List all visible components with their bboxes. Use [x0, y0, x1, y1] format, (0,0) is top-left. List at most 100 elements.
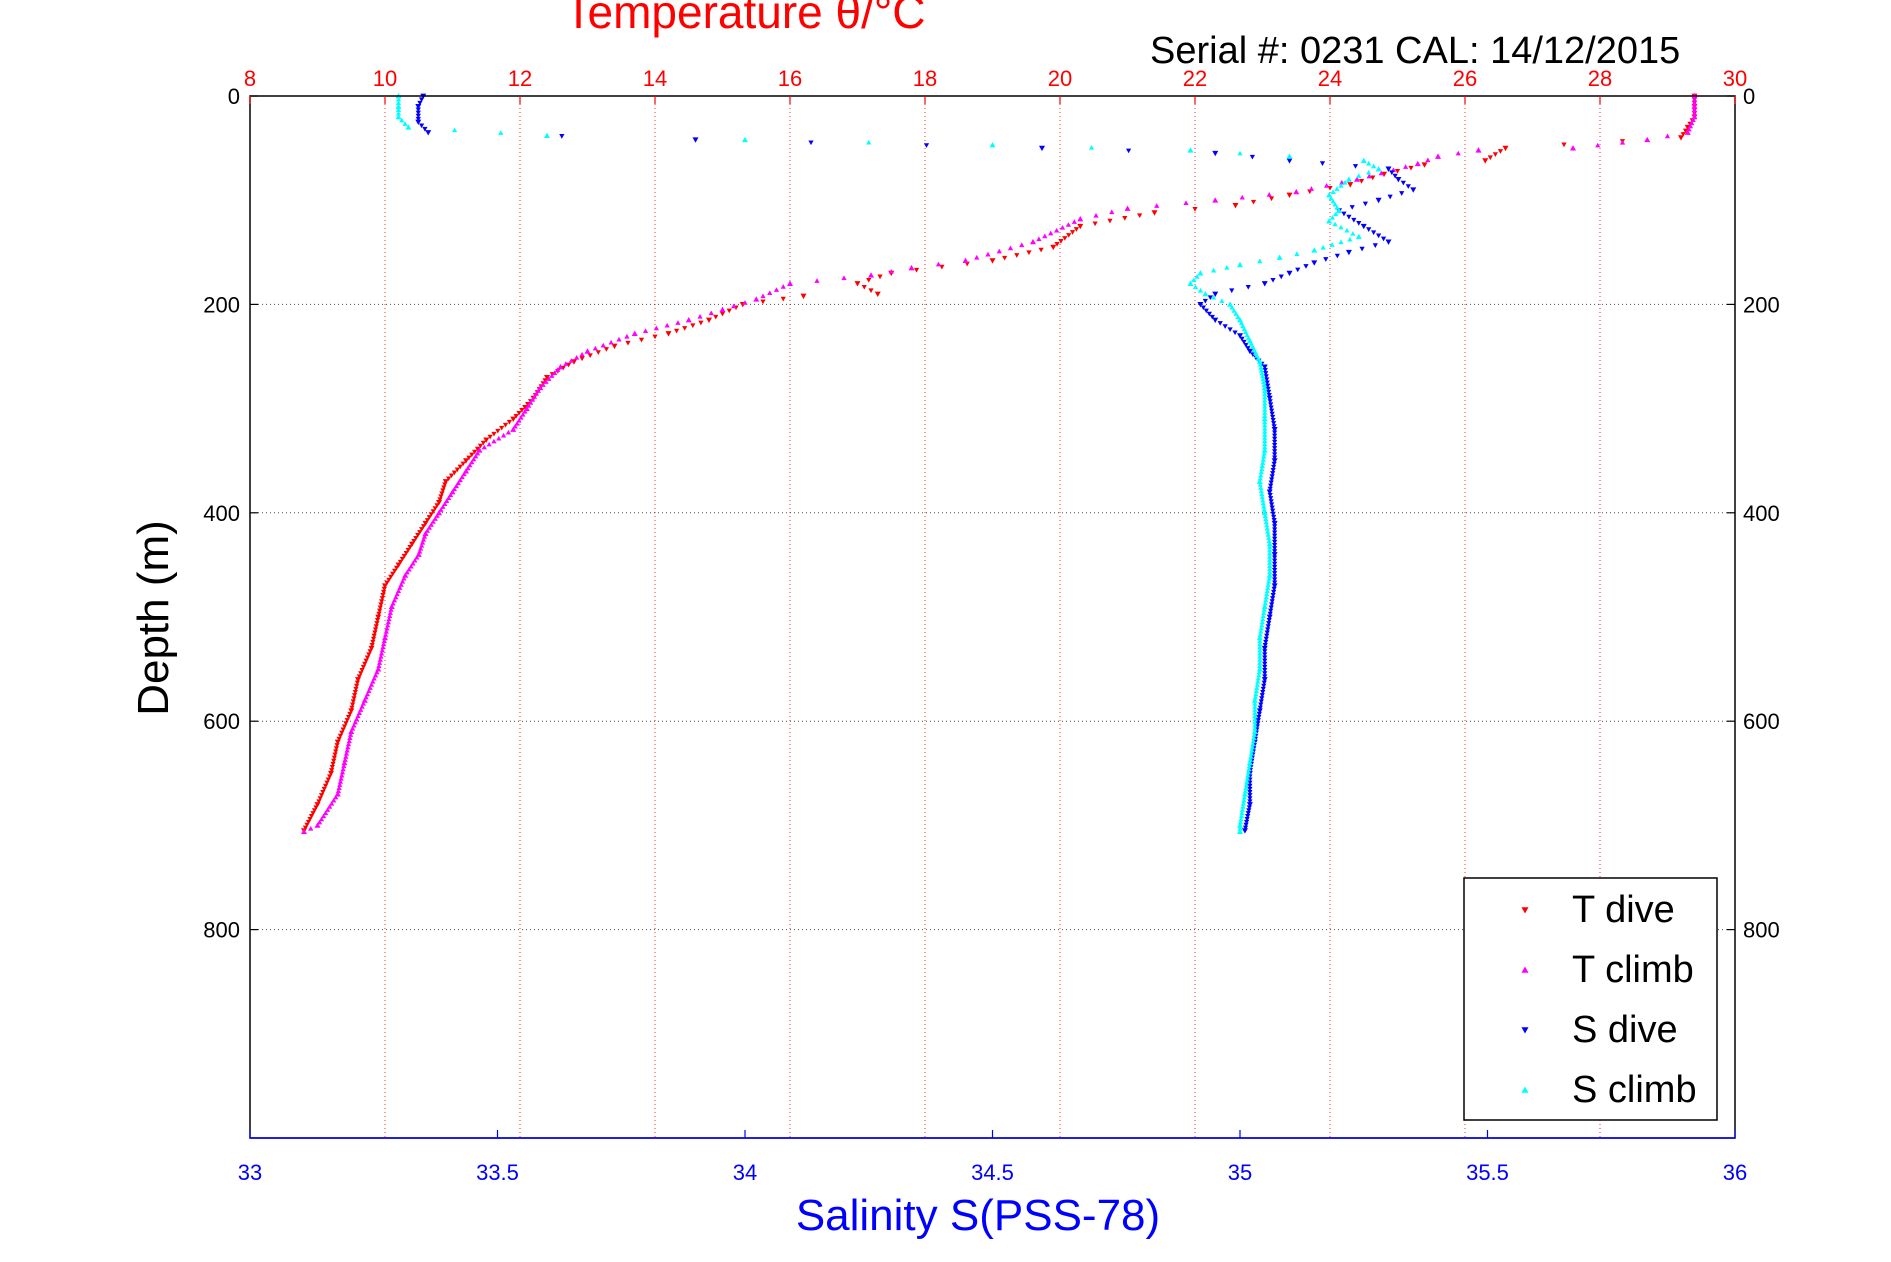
data-point — [1239, 810, 1245, 815]
data-point — [1126, 148, 1132, 154]
data-point — [337, 733, 344, 739]
data-point — [513, 413, 519, 419]
data-point — [418, 545, 424, 551]
data-point — [1286, 158, 1293, 164]
data-point — [419, 527, 425, 532]
data-point — [1244, 819, 1250, 825]
data-point — [491, 431, 497, 437]
data-point — [1329, 242, 1335, 247]
data-point — [868, 272, 874, 278]
data-point — [1263, 516, 1269, 522]
data-point — [415, 119, 422, 126]
data-point — [351, 696, 357, 701]
data-point — [1259, 693, 1265, 698]
data-point — [407, 544, 413, 550]
data-point — [325, 777, 331, 783]
data-point — [1246, 766, 1252, 772]
data-point — [1258, 485, 1264, 490]
data-point — [528, 400, 534, 405]
data-point — [1355, 233, 1362, 240]
data-point — [574, 354, 580, 360]
temperature-tick-label: 24 — [1318, 66, 1342, 91]
data-point — [1272, 452, 1278, 458]
data-point — [1261, 382, 1267, 387]
data-point — [422, 126, 428, 132]
data-point — [935, 261, 942, 267]
data-point — [1264, 525, 1270, 531]
data-point — [454, 467, 460, 473]
data-point — [301, 828, 307, 835]
data-point — [397, 559, 404, 565]
data-point — [1272, 442, 1278, 448]
data-point — [344, 747, 350, 753]
data-point — [1071, 219, 1077, 224]
series-s-climb — [395, 93, 1382, 835]
data-point — [1497, 149, 1504, 154]
data-point — [1246, 763, 1253, 769]
data-point — [1266, 535, 1272, 540]
data-point — [1265, 582, 1271, 587]
data-point — [1229, 288, 1235, 294]
data-point — [1248, 754, 1254, 759]
data-point — [1267, 547, 1273, 553]
data-point — [330, 761, 336, 767]
data-point — [415, 110, 421, 116]
data-point — [474, 450, 481, 456]
data-point — [1241, 794, 1248, 800]
data-point — [1258, 699, 1264, 705]
data-point — [426, 525, 432, 530]
depth-tick-label: 200 — [203, 292, 240, 317]
data-point — [451, 470, 458, 476]
data-point — [1264, 377, 1270, 383]
data-point — [350, 702, 356, 708]
data-point — [1262, 438, 1268, 443]
data-point — [1262, 388, 1268, 393]
data-point — [1272, 561, 1278, 567]
data-point — [1241, 791, 1248, 797]
data-point — [1267, 550, 1273, 556]
data-point — [486, 441, 492, 447]
data-point — [552, 370, 558, 375]
data-point — [544, 132, 550, 138]
data-point — [395, 110, 402, 116]
data-point — [719, 306, 726, 313]
data-point — [543, 379, 549, 384]
data-point — [1691, 110, 1698, 116]
data-point — [1242, 825, 1249, 831]
data-point — [1268, 499, 1274, 504]
data-point — [1333, 211, 1339, 217]
data-point — [339, 769, 346, 775]
data-point — [1260, 613, 1266, 619]
data-point — [415, 107, 421, 113]
data-point — [652, 334, 658, 340]
data-point — [455, 480, 461, 486]
data-point — [866, 278, 872, 283]
data-point — [469, 459, 475, 465]
data-point — [1217, 321, 1223, 326]
data-point — [1267, 611, 1273, 617]
data-point — [608, 339, 614, 345]
data-point — [587, 353, 593, 359]
depth-tick-label: 400 — [1743, 501, 1780, 526]
data-point — [1276, 254, 1283, 260]
data-point — [1691, 107, 1698, 112]
data-point — [1227, 327, 1233, 333]
data-point — [1371, 230, 1377, 236]
data-point — [1232, 203, 1239, 209]
data-point — [1272, 436, 1278, 442]
data-point — [563, 361, 569, 366]
data-point — [446, 495, 452, 500]
data-point — [1262, 432, 1268, 437]
data-point — [1262, 652, 1268, 658]
data-point — [1366, 160, 1372, 166]
data-point — [698, 320, 704, 326]
data-point — [1246, 348, 1253, 355]
data-point — [1425, 157, 1431, 163]
data-point — [428, 512, 434, 517]
data-point — [1249, 747, 1255, 753]
data-point — [1271, 421, 1277, 426]
data-point — [1271, 514, 1277, 520]
data-point — [1257, 660, 1263, 665]
data-point — [1262, 671, 1268, 676]
data-point — [1073, 227, 1079, 232]
